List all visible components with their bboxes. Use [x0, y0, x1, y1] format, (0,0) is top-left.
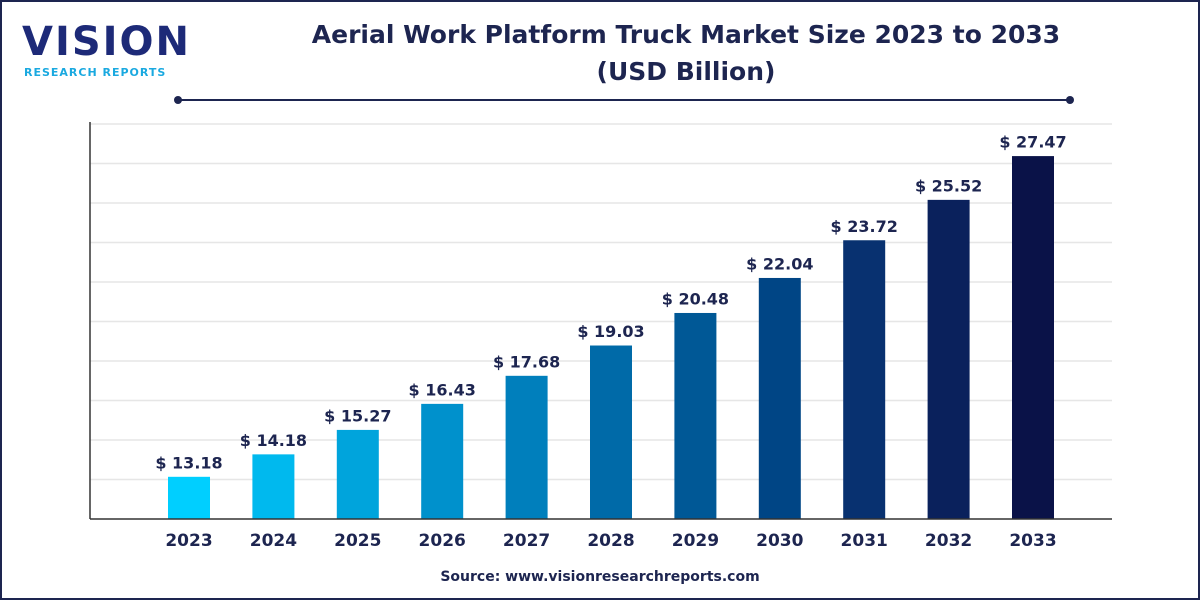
x-tick-label: 2023 — [165, 531, 212, 551]
x-tick-label: 2025 — [334, 531, 381, 551]
bar — [674, 312, 717, 519]
x-tick-label: 2029 — [672, 531, 719, 551]
bar — [927, 199, 970, 519]
value-label: $ 16.43 — [409, 380, 476, 399]
value-label: $ 13.18 — [155, 453, 222, 472]
logo-title: VISION — [22, 19, 191, 65]
x-tick-label: 2027 — [503, 531, 550, 551]
plot-area — [90, 123, 1112, 519]
x-tick-label: 2031 — [841, 531, 888, 551]
divider-dot — [174, 96, 182, 104]
value-label: $ 19.03 — [577, 322, 644, 341]
value-label: $ 17.68 — [493, 352, 560, 371]
x-tick-label: 2033 — [1009, 531, 1056, 551]
x-tick-label: 2032 — [925, 531, 972, 551]
value-label: $ 25.52 — [915, 176, 982, 195]
value-label: $ 15.27 — [324, 406, 391, 425]
value-label: $ 20.48 — [662, 289, 729, 308]
x-tick-label: 2028 — [587, 531, 634, 551]
value-label: $ 27.47 — [999, 133, 1066, 152]
x-tick-label: 2024 — [250, 531, 297, 551]
bar — [336, 429, 379, 519]
bar — [843, 240, 886, 519]
divider-dot — [1066, 96, 1074, 104]
bar — [590, 345, 632, 519]
value-label: $ 23.72 — [831, 217, 898, 236]
bar — [505, 375, 548, 519]
bar — [758, 277, 801, 519]
source: Source: www.visionresearchreports.com — [440, 569, 759, 585]
bar — [168, 476, 210, 519]
chart-title: Aerial Work Platform Truck Market Size 2… — [312, 20, 1060, 49]
value-label: $ 14.18 — [240, 431, 307, 450]
bar — [252, 454, 295, 519]
x-tick-label: 2030 — [756, 531, 803, 551]
bar — [421, 403, 464, 519]
bar — [1012, 156, 1054, 519]
logo-subtitle: RESEARCH REPORTS — [24, 66, 166, 79]
value-label: $ 22.04 — [746, 254, 813, 273]
chart-subtitle: (USD Billion) — [597, 57, 776, 86]
x-tick-label: 2026 — [419, 531, 466, 551]
